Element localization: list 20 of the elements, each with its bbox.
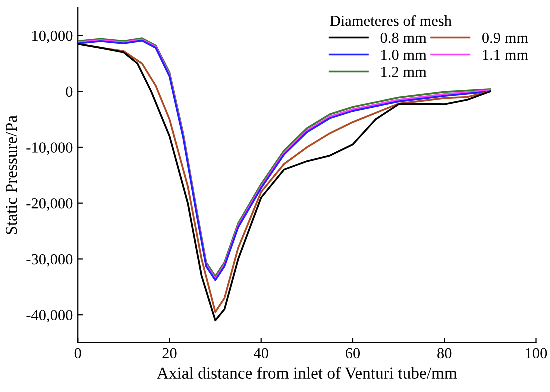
legend-label: 1.0 mm (382, 50, 427, 60)
y-tick-label: -20,000 (26, 198, 73, 211)
legend-label: 1.1 mm (483, 50, 528, 60)
legend-label: 0.9 mm (482, 32, 528, 44)
x-tick-label: 0 (74, 348, 82, 359)
y-tick-label: -30,000 (26, 254, 73, 267)
legend-label: 0.8 mm (380, 32, 427, 44)
legend-title: Diameteres of mesh (330, 15, 452, 26)
x-axis-title: Axial distance from inlet of Venturi tube/mm (157, 367, 458, 380)
x-tick-label: 80 (438, 348, 452, 359)
y-tick-label: 0 (66, 86, 73, 98)
legend-label: 1.2 mm (382, 66, 427, 78)
y-tick-label: -10,000 (26, 142, 73, 156)
x-tick-label: 20 (162, 348, 177, 359)
y-axis-title: Static Pressure/Pa (6, 116, 18, 234)
y-tick-label: -40,000 (26, 310, 73, 323)
x-tick-label: 60 (346, 348, 360, 359)
x-tick-label: 100 (526, 348, 548, 359)
x-tick-label: 40 (254, 348, 268, 359)
y-tick-label: 10,000 (32, 30, 73, 44)
